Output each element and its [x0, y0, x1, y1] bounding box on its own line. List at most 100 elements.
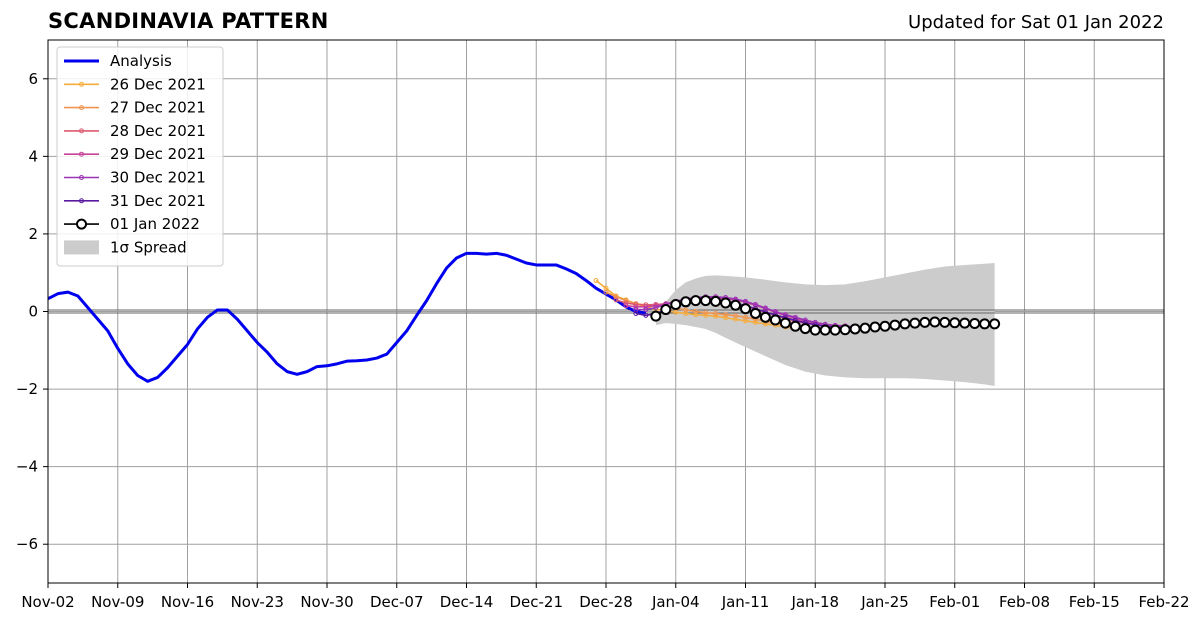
latest-point [969, 318, 981, 330]
updated-date: Updated for Sat 01 Jan 2022 [908, 12, 1164, 33]
plot-frame [47, 39, 1165, 584]
latest-point [819, 324, 831, 336]
forecast-point [723, 312, 729, 318]
x-tick-label: Nov-30 [300, 593, 353, 611]
forecast-point [743, 314, 748, 320]
y-tick-label: 4 [28, 147, 38, 165]
x-tick-label: Nov-02 [21, 593, 74, 611]
x-tick-label: Nov-23 [231, 593, 284, 611]
legend-label: 28 Dec 2021 [110, 122, 206, 140]
forecast-point [613, 294, 619, 300]
legend-forecast-marker [79, 105, 84, 111]
legend-label: 1σ Spread [110, 238, 187, 256]
latest-point [929, 316, 941, 328]
y-tick-label: −6 [16, 535, 38, 553]
x-tick-label: Feb-22 [1138, 593, 1189, 611]
forecast-point [623, 300, 629, 306]
latest-point [809, 324, 821, 336]
forecast-point [743, 318, 748, 324]
latest-point [680, 296, 692, 308]
x-tick-label: Feb-15 [1069, 593, 1120, 611]
y-tick-label: 0 [28, 303, 38, 321]
forecast-point [603, 289, 609, 295]
latest-point [769, 314, 781, 326]
forecast-point [623, 303, 629, 309]
legend-latest-marker [76, 218, 87, 230]
latest-point [759, 311, 771, 323]
latest-point [939, 316, 951, 328]
forecast-point [733, 313, 739, 319]
latest-point [749, 307, 761, 319]
x-tick-label: Dec-21 [509, 593, 563, 611]
legend-forecast-marker [79, 81, 84, 87]
y-tick-label: −2 [16, 380, 38, 398]
x-tick-label: Feb-08 [999, 593, 1050, 611]
forecast-point [643, 312, 649, 318]
latest-series [650, 295, 1001, 336]
series-lines [47, 251, 1001, 383]
latest-point [849, 323, 861, 335]
latest-point [789, 320, 801, 332]
legend-label: 01 Jan 2022 [110, 215, 200, 233]
analysis-line [47, 251, 647, 383]
x-tick-label: Jan-04 [651, 593, 700, 611]
latest-point [660, 304, 672, 316]
latest-point [720, 297, 732, 309]
x-tick-label: Nov-09 [91, 593, 144, 611]
legend-forecast-marker [79, 128, 84, 134]
legend-label: 31 Dec 2021 [110, 192, 206, 210]
forecast-point [613, 297, 619, 303]
latest-point [859, 322, 871, 334]
x-tick-label: Jan-18 [790, 593, 839, 611]
legend-forecast-marker [79, 175, 84, 180]
legend-label: 27 Dec 2021 [110, 99, 206, 117]
forecast-point [693, 309, 699, 314]
legend-label: Analysis [110, 52, 172, 70]
latest-point [919, 316, 931, 328]
x-tick-label: Jan-25 [860, 593, 909, 611]
forecast-point [713, 310, 719, 316]
legend-box [56, 46, 224, 267]
latest-point [899, 318, 911, 330]
forecast-point [792, 314, 798, 320]
chart-title: SCANDINAVIA PATTERN [48, 9, 329, 33]
zero-line [48, 309, 1164, 314]
latest-point [670, 299, 682, 311]
x-tick-label: Dec-14 [440, 593, 494, 611]
latest-point [839, 324, 851, 336]
latest-point [909, 317, 921, 329]
forecast-point [733, 316, 739, 322]
y-tick-label: 6 [28, 70, 38, 88]
x-tick-label: Dec-28 [579, 593, 633, 611]
latest-point [829, 324, 841, 336]
latest-point [959, 317, 971, 329]
forecast-point [723, 315, 729, 321]
latest-point [989, 318, 1001, 330]
x-tick-label: Jan-11 [721, 593, 770, 611]
legend-label: 26 Dec 2021 [110, 75, 206, 93]
latest-point [730, 299, 742, 311]
latest-point [710, 295, 722, 307]
y-tick-label: −4 [16, 458, 38, 476]
latest-point [949, 317, 961, 329]
latest-point [700, 295, 712, 307]
forecast-point [693, 312, 699, 318]
x-tick-label: Feb-01 [929, 593, 980, 611]
legend[interactable]: Analysis 26 Dec 2021 27 Dec 2021 28 Dec 202… [56, 46, 224, 267]
forecast-point [643, 307, 649, 313]
x-tick-label: Nov-16 [161, 593, 214, 611]
legend-label: 30 Dec 2021 [110, 169, 206, 187]
x-tick-label: Dec-07 [370, 593, 424, 611]
legend-spread-swatch [64, 240, 99, 255]
forecast-point [703, 310, 709, 316]
latest-point [979, 318, 991, 330]
latest-point [869, 321, 881, 333]
latest-point [779, 317, 791, 329]
legend-forecast-marker [79, 198, 84, 204]
forecast-point [683, 310, 689, 316]
latest-point [650, 310, 662, 322]
latest-point [799, 323, 811, 335]
forecast-point [593, 277, 599, 283]
legend-forecast-marker [79, 151, 84, 157]
